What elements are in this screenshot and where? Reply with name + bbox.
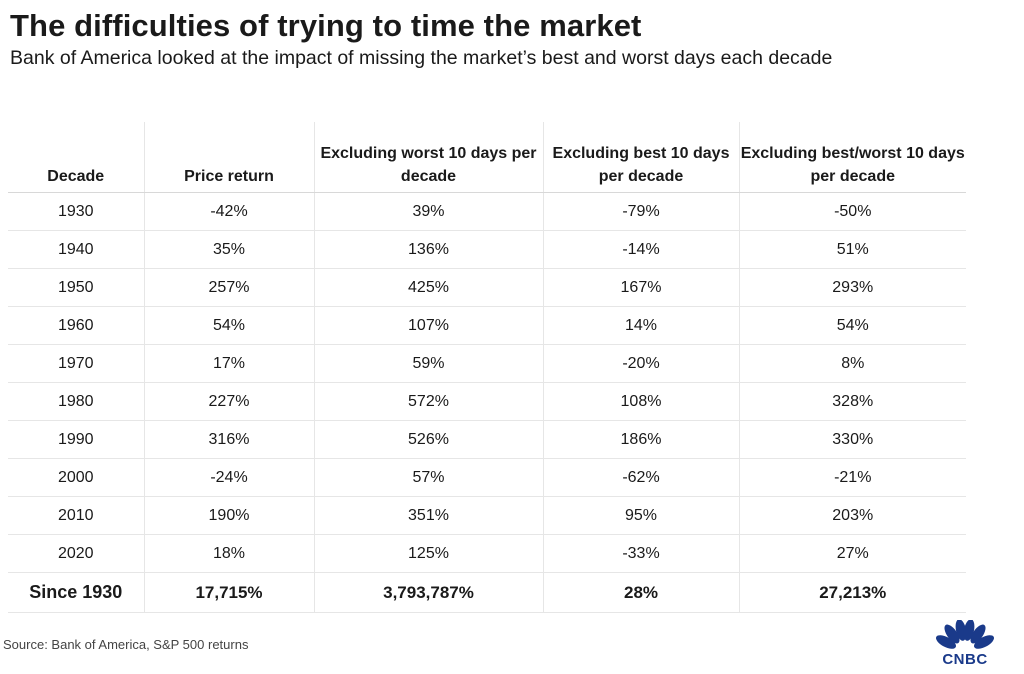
chart-subtitle: Bank of America looked at the impact of … bbox=[10, 47, 833, 69]
cell-excluding-worst: 351% bbox=[313, 496, 543, 535]
column-header-decade: Decade bbox=[8, 122, 144, 193]
cell-decade: 1940 bbox=[8, 230, 144, 269]
cell-price-return: 54% bbox=[143, 306, 314, 345]
cell-excluding-worst: 39% bbox=[313, 192, 543, 231]
cell-excluding-best: -14% bbox=[542, 230, 739, 269]
cell-excluding-best-worst: 293% bbox=[738, 268, 966, 307]
cell-price-return: 257% bbox=[143, 268, 314, 307]
source-note: Source: Bank of America, S&P 500 returns bbox=[3, 637, 249, 652]
cell-price-return: 35% bbox=[143, 230, 314, 269]
cell-excluding-best: -62% bbox=[542, 458, 739, 497]
cell-price-return: 316% bbox=[143, 420, 314, 459]
table-row: 1990 316% 526% 186% 330% bbox=[8, 420, 966, 459]
cell-excluding-worst: 125% bbox=[313, 534, 543, 573]
cell-excluding-worst: 425% bbox=[313, 268, 543, 307]
cell-decade: 1990 bbox=[8, 420, 144, 459]
cell-price-return: -24% bbox=[143, 458, 314, 497]
total-cell-excluding-worst: 3,793,787% bbox=[313, 572, 543, 613]
cell-excluding-best: 186% bbox=[542, 420, 739, 459]
cell-excluding-best: 14% bbox=[542, 306, 739, 345]
table-row: 2000 -24% 57% -62% -21% bbox=[8, 458, 966, 497]
total-cell-decade: Since 1930 bbox=[8, 572, 144, 613]
table-row: 1940 35% 136% -14% 51% bbox=[8, 230, 966, 269]
total-cell-excluding-best: 28% bbox=[542, 572, 739, 613]
column-header-price-return: Price return bbox=[143, 122, 314, 193]
cell-decade: 1980 bbox=[8, 382, 144, 421]
cell-price-return: 227% bbox=[143, 382, 314, 421]
column-header-excluding-best-worst: Excluding best/worst 10 days per decade bbox=[738, 122, 966, 193]
cnbc-peacock-logo bbox=[932, 620, 998, 672]
cell-excluding-worst: 136% bbox=[313, 230, 543, 269]
cell-excluding-best-worst: -50% bbox=[738, 192, 966, 231]
cell-excluding-best: 95% bbox=[542, 496, 739, 535]
column-header-excluding-worst: Excluding worst 10 days per decade bbox=[313, 122, 543, 193]
cell-excluding-best: -33% bbox=[542, 534, 739, 573]
cell-decade: 1960 bbox=[8, 306, 144, 345]
table-row: 1970 17% 59% -20% 8% bbox=[8, 344, 966, 383]
cell-excluding-worst: 107% bbox=[313, 306, 543, 345]
cell-excluding-best-worst: 54% bbox=[738, 306, 966, 345]
cell-decade: 1950 bbox=[8, 268, 144, 307]
table-row: 2020 18% 125% -33% 27% bbox=[8, 534, 966, 573]
cell-excluding-best: -79% bbox=[542, 192, 739, 231]
table-row: 1980 227% 572% 108% 328% bbox=[8, 382, 966, 421]
cell-excluding-best-worst: 203% bbox=[738, 496, 966, 535]
column-header-excluding-best: Excluding best 10 days per decade bbox=[542, 122, 739, 193]
cell-excluding-worst: 59% bbox=[313, 344, 543, 383]
cell-price-return: 17% bbox=[143, 344, 314, 383]
cell-decade: 1930 bbox=[8, 192, 144, 231]
cell-excluding-best: 167% bbox=[542, 268, 739, 307]
cell-decade: 1970 bbox=[8, 344, 144, 383]
table-row: 1960 54% 107% 14% 54% bbox=[8, 306, 966, 345]
table-row: 1950 257% 425% 167% 293% bbox=[8, 268, 966, 307]
cell-excluding-best-worst: 8% bbox=[738, 344, 966, 383]
cell-excluding-best-worst: 27% bbox=[738, 534, 966, 573]
cell-excluding-best-worst: 51% bbox=[738, 230, 966, 269]
cell-price-return: 190% bbox=[143, 496, 314, 535]
total-row: Since 1930 17,715% 3,793,787% 28% 27,213% bbox=[8, 572, 966, 613]
table-row: 1930 -42% 39% -79% -50% bbox=[8, 192, 966, 231]
cell-price-return: 18% bbox=[143, 534, 314, 573]
cell-excluding-worst: 57% bbox=[313, 458, 543, 497]
cell-decade: 2000 bbox=[8, 458, 144, 497]
cnbc-logo-text: CNBC bbox=[942, 651, 988, 668]
returns-table: Decade Price return Excluding worst 10 d… bbox=[8, 122, 966, 613]
cell-excluding-worst: 526% bbox=[313, 420, 543, 459]
header-row: Decade Price return Excluding worst 10 d… bbox=[8, 122, 966, 193]
cell-decade: 2010 bbox=[8, 496, 144, 535]
cell-excluding-best-worst: -21% bbox=[738, 458, 966, 497]
cell-excluding-best: 108% bbox=[542, 382, 739, 421]
table-row: 2010 190% 351% 95% 203% bbox=[8, 496, 966, 535]
cell-excluding-best-worst: 330% bbox=[738, 420, 966, 459]
cell-price-return: -42% bbox=[143, 192, 314, 231]
cell-excluding-worst: 572% bbox=[313, 382, 543, 421]
cell-excluding-best: -20% bbox=[542, 344, 739, 383]
table-body: 1930 -42% 39% -79% -50% 1940 35% 136% -14% 51% 195… bbox=[8, 192, 966, 613]
total-cell-excluding-best-worst: 27,213% bbox=[738, 572, 966, 613]
chart-title: The difficulties of trying to time the m… bbox=[10, 8, 642, 43]
total-cell-price-return: 17,715% bbox=[143, 572, 314, 613]
cell-decade: 2020 bbox=[8, 534, 144, 573]
cell-excluding-best-worst: 328% bbox=[738, 382, 966, 421]
